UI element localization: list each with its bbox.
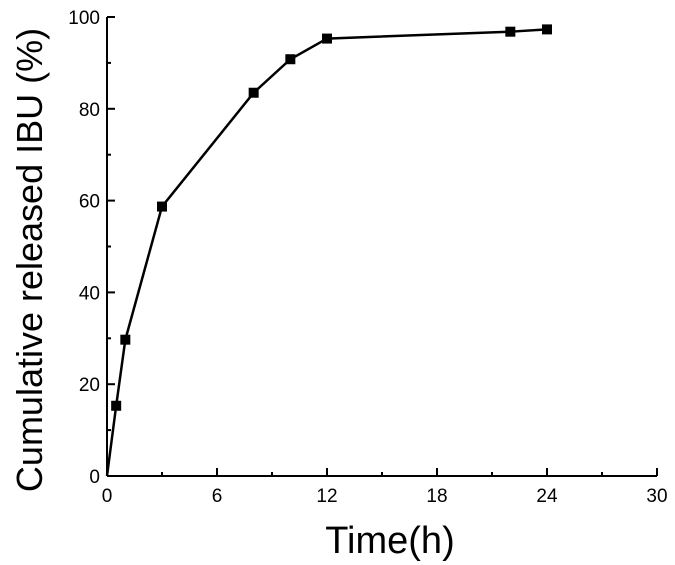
x-axis-title: Time(h) xyxy=(325,520,454,562)
plot-area xyxy=(106,17,657,477)
x-tick-label: 6 xyxy=(212,486,223,507)
y-tick-label: 40 xyxy=(79,283,100,304)
y-tick-label: 100 xyxy=(68,8,100,29)
y-tick-label: 0 xyxy=(89,467,100,488)
series-line xyxy=(105,28,548,477)
data-point xyxy=(157,201,167,212)
y-axis-title: Cumulative released IBU (%) xyxy=(9,28,50,492)
data-point xyxy=(505,26,516,37)
x-tick-label: 30 xyxy=(646,486,667,507)
x-tick-label: 12 xyxy=(316,486,337,507)
y-tick-label: 80 xyxy=(79,100,100,121)
x-tick-label: 18 xyxy=(426,486,447,507)
data-point xyxy=(322,33,332,44)
data-point xyxy=(248,87,259,98)
data-point xyxy=(120,334,131,345)
x-axis-ticks: 0 6 12 18 24 30 xyxy=(102,468,668,507)
data-point xyxy=(542,24,552,35)
series-layer xyxy=(105,24,552,477)
data-point xyxy=(111,400,122,411)
y-axis-ticks: 0 20 40 60 80 100 xyxy=(68,8,115,488)
y-tick-label: 60 xyxy=(79,192,100,213)
data-point xyxy=(285,54,296,65)
x-tick-label: 0 xyxy=(102,486,113,507)
y-tick-label: 20 xyxy=(79,375,100,396)
x-tick-label: 24 xyxy=(536,486,558,507)
